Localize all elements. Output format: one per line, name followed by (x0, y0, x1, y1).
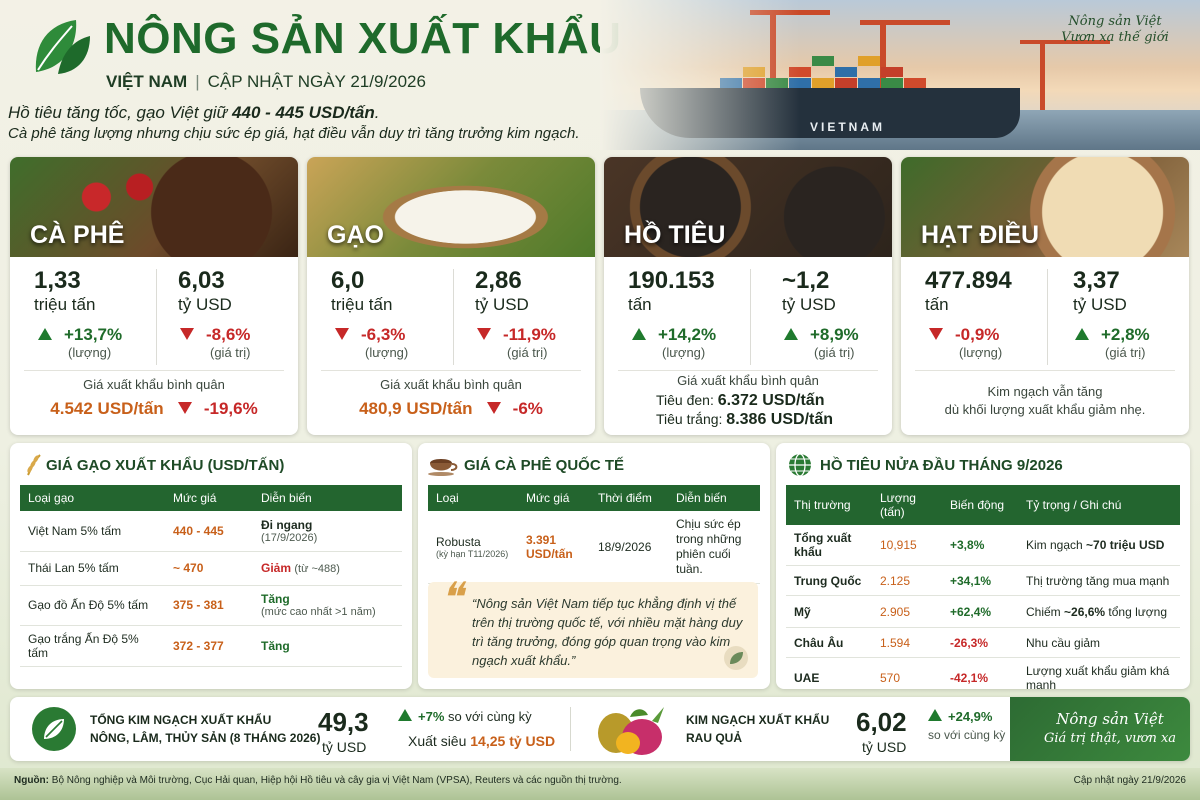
leaf-icon (724, 646, 748, 670)
globe-icon (789, 453, 811, 477)
table-row: Gạo trắng Ấn Độ 5% tấm 372 - 377 Tăng (20, 625, 402, 667)
table-row: Tổng xuất khẩu 10,915 +3,8% Kim ngạch ~7… (786, 525, 1180, 566)
table-row: Trung Quốc 2.125 +34,1% Thị trường tăng … (786, 565, 1180, 596)
pepper-market-panel: HỒ TIÊU NỬA ĐẦU THÁNG 9/2026 Thị trường … (776, 443, 1190, 689)
fruit-export-title: KIM NGẠCH XUẤT KHẨU RAU QUẢ (686, 713, 830, 745)
cashew-note: Kim ngạch vẫn tăng dù khối lượng xuất kh… (944, 384, 1146, 417)
fruit-export-value: 6,02 (856, 707, 907, 737)
fruit-export-change: +24,9% so với cùng kỳ (928, 709, 1006, 742)
table-row: Robusta (kỳ hạn T11/2026) 3.391 USD/tấn 18… (428, 511, 760, 584)
cashew-image (901, 157, 1189, 257)
panel-title: GIÁ GẠO XUẤT KHẨU (USD/TẤN) (46, 457, 285, 474)
pepper-prices: Tiêu đen: 6.372 USD/tấn Tiêu trắng: 8.38… (656, 392, 834, 428)
avg-price-label: Giá xuất khẩu bình quân (83, 377, 225, 392)
card-title: GẠO (327, 221, 384, 249)
summary-bar: TỔNG KIM NGẠCH XUẤT KHẨU NÔNG, LÂM, THỦY… (10, 697, 1190, 761)
slogan-badge: Nông sản Việt Giá trị thật, vươn xa (1010, 697, 1190, 761)
slogan-line-2: Vươn xa thế giới (1061, 30, 1169, 45)
total-export-value: 49,3 (318, 707, 369, 737)
arrow-down-icon (180, 328, 194, 340)
source-note: Nguồn: Bộ Nông nghiệp và Môi trường, Cục… (14, 775, 622, 786)
arrow-up-icon (398, 709, 412, 721)
port-ship-illustration: VIETNAM (600, 0, 1200, 150)
card-cashew: HẠT ĐIỀU 477.894 tấn 3,37 tỷ USD -0,9% (lượ… (901, 157, 1189, 435)
table-row: Thái Lan 5% tấm ~ 470 Giảm (từ ~488) (20, 551, 402, 586)
leaf-logo-icon (35, 20, 90, 74)
rice-table: Loại gạo Mức giá Diễn biến Việt Nam 5% t… (20, 485, 402, 667)
total-export-title: TỔNG KIM NGẠCH XUẤT KHẨU NÔNG, LÂM, THỦY… (90, 713, 321, 745)
total-export-change: +7% so với cùng kỳ (398, 709, 532, 724)
footer-update: Cập nhật ngày 21/9/2026 (1073, 775, 1186, 786)
rice-image (307, 157, 595, 257)
value-unit: tỷ USD (178, 295, 232, 314)
value-change: -8,6% (giá trị) (180, 325, 250, 360)
arrow-down-icon (477, 328, 491, 340)
country-label: VIỆT NAM (106, 72, 188, 91)
table-row: Châu Âu 1.594 -26,3% Nhu cầu giảm (786, 627, 1180, 658)
headline-1: Hồ tiêu tăng tốc, gạo Việt giữ 440 - 445… (8, 103, 380, 122)
coffee-cup-icon (428, 459, 458, 476)
pepper-image (604, 157, 892, 257)
volume-change: +13,7% (lượng) (38, 325, 122, 360)
arrow-up-icon (632, 328, 646, 340)
coffee-table: Loại Mức giá Thời điểm Diễn biến Robusta… (428, 485, 760, 584)
arrow-up-icon (1075, 328, 1089, 340)
card-pepper: HỒ TIÊU 190.153 tấn ~1,2 tỷ USD +14,2% (lượ… (604, 157, 892, 435)
arrow-down-icon (929, 328, 943, 340)
arrow-up-icon (38, 328, 52, 340)
quote-box: ❝ “Nông sản Việt Nam tiếp tục khẳng định… (428, 573, 758, 678)
slogan: Nông sản Việt Vươn xa thế giới (1040, 8, 1190, 68)
table-row: Gạo đồ Ấn Độ 5% tấm 375 - 381 Tăng (mức c… (20, 585, 402, 626)
volume-unit: triệu tấn (34, 295, 96, 314)
panel-title: GIÁ CÀ PHÊ QUỐC TẾ (464, 457, 625, 474)
rice-price-panel: GIÁ GẠO XUẤT KHẨU (USD/TẤN) Loại gạo Mức… (10, 443, 412, 689)
table-row: Mỹ 2.905 +62,4% Chiếm ~26,6% tổng lượng (786, 595, 1180, 628)
coffee-price-panel: GIÁ CÀ PHÊ QUỐC TẾ Loại Mức giá Thời điể… (418, 443, 770, 689)
header: VIETNAM Nông sản Việt Vươn xa thế giới N… (0, 0, 1200, 150)
page-subtitle: VIỆT NAM | CẬP NHẬT NGÀY 21/9/2026 (106, 72, 426, 91)
footer: Nguồn: Bộ Nông nghiệp và Môi trường, Cục… (0, 768, 1200, 800)
rice-stalk-icon (27, 454, 41, 476)
update-date: CẬP NHẬT NGÀY 21/9/2026 (207, 72, 426, 91)
pepper-table: Thị trường Lượng (tấn) Biến động Tỷ trọn… (786, 485, 1180, 689)
coffee-image (10, 157, 298, 257)
card-title: CÀ PHÊ (30, 221, 125, 249)
fruit-icon (598, 707, 664, 755)
table-row: UAE 570 -42,1% Lượng xuất khẩu giảm khá … (786, 657, 1180, 689)
arrow-up-icon (784, 328, 798, 340)
card-rice: GẠO 6,0 triệu tấn 2,86 tỷ USD -6,3% (lượng)… (307, 157, 595, 435)
table-row: Việt Nam 5% tấm 440 - 445 Đi ngang (17/9/… (20, 511, 402, 552)
total-export-unit: tỷ USD (322, 739, 367, 755)
panel-title: HỒ TIÊU NỬA ĐẦU THÁNG 9/2026 (820, 457, 1063, 474)
card-coffee: CÀ PHÊ 1,33 triệu tấn 6,03 tỷ USD +13,7% (l… (10, 157, 298, 435)
trade-surplus: Xuất siêu 14,25 tỷ USD (408, 733, 556, 749)
arrow-down-icon (335, 328, 349, 340)
quote-icon: ❝ (440, 573, 463, 622)
leaf-badge-icon (32, 707, 76, 751)
fruit-export-unit: tỷ USD (862, 739, 907, 755)
page-title: NÔNG SẢN XUẤT KHẨU (104, 14, 622, 63)
value-amount: 6,03 (178, 267, 225, 294)
arrow-up-icon (928, 709, 942, 721)
volume-value: 1,33 (34, 267, 81, 294)
slogan-line-1: Nông sản Việt (1068, 14, 1162, 29)
avg-price: 4.542 USD/tấn -19,6% (50, 399, 258, 418)
ship-label: VIETNAM (810, 120, 885, 134)
headline-2: Cà phê tăng lượng nhưng chịu sức ép giá,… (8, 125, 580, 142)
